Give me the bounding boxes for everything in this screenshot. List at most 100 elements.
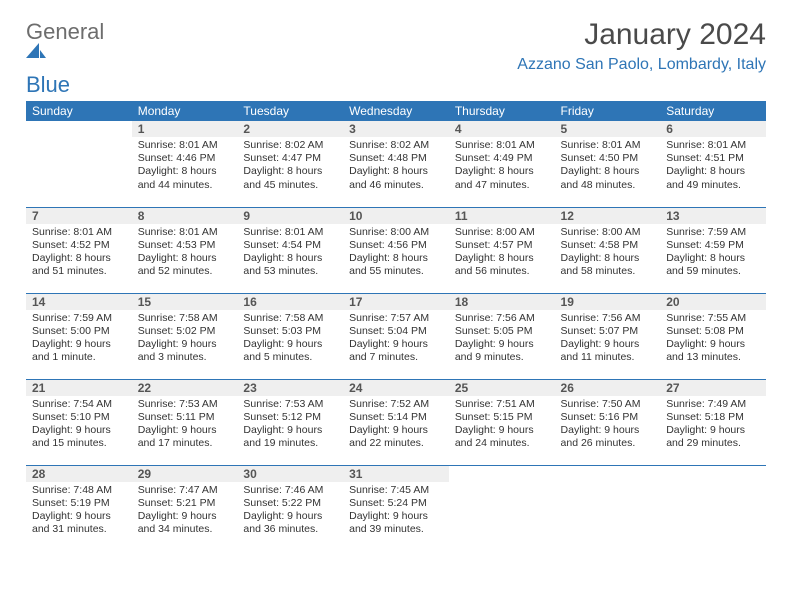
day-number: 11 bbox=[449, 208, 555, 224]
calendar-day-cell: 1Sunrise: 8:01 AMSunset: 4:46 PMDaylight… bbox=[132, 121, 238, 207]
day-number: 18 bbox=[449, 294, 555, 310]
calendar-day-cell: 12Sunrise: 8:00 AMSunset: 4:58 PMDayligh… bbox=[555, 207, 661, 293]
day-number: 1 bbox=[132, 121, 238, 137]
day-number: 28 bbox=[26, 466, 132, 482]
logo: General Blue bbox=[26, 18, 104, 95]
calendar-day-cell: 18Sunrise: 7:56 AMSunset: 5:05 PMDayligh… bbox=[449, 293, 555, 379]
title-block: January 2024 Azzano San Paolo, Lombardy,… bbox=[517, 18, 766, 74]
day-number: 25 bbox=[449, 380, 555, 396]
calendar-day-cell: 10Sunrise: 8:00 AMSunset: 4:56 PMDayligh… bbox=[343, 207, 449, 293]
day-number: 7 bbox=[26, 208, 132, 224]
day-number: 31 bbox=[343, 466, 449, 482]
day-number: 21 bbox=[26, 380, 132, 396]
calendar-day-cell: .. bbox=[555, 465, 661, 551]
logo-sail-icon bbox=[26, 42, 104, 60]
day-number: 24 bbox=[343, 380, 449, 396]
calendar-day-cell: 28Sunrise: 7:48 AMSunset: 5:19 PMDayligh… bbox=[26, 465, 132, 551]
day-number: 27 bbox=[660, 380, 766, 396]
calendar-day-cell: 27Sunrise: 7:49 AMSunset: 5:18 PMDayligh… bbox=[660, 379, 766, 465]
day-number: 30 bbox=[237, 466, 343, 482]
day-details: Sunrise: 7:56 AMSunset: 5:05 PMDaylight:… bbox=[449, 310, 555, 369]
calendar-body: ..1Sunrise: 8:01 AMSunset: 4:46 PMDaylig… bbox=[26, 121, 766, 551]
calendar-day-cell: 4Sunrise: 8:01 AMSunset: 4:49 PMDaylight… bbox=[449, 121, 555, 207]
calendar-day-cell: .. bbox=[660, 465, 766, 551]
weekday-header: Wednesday bbox=[343, 101, 449, 121]
day-number: 29 bbox=[132, 466, 238, 482]
day-details: Sunrise: 7:56 AMSunset: 5:07 PMDaylight:… bbox=[555, 310, 661, 369]
day-number: 15 bbox=[132, 294, 238, 310]
calendar-day-cell: 19Sunrise: 7:56 AMSunset: 5:07 PMDayligh… bbox=[555, 293, 661, 379]
day-number: 26 bbox=[555, 380, 661, 396]
calendar-day-cell: 13Sunrise: 7:59 AMSunset: 4:59 PMDayligh… bbox=[660, 207, 766, 293]
day-details: Sunrise: 8:01 AMSunset: 4:46 PMDaylight:… bbox=[132, 137, 238, 196]
day-details: Sunrise: 7:53 AMSunset: 5:11 PMDaylight:… bbox=[132, 396, 238, 455]
calendar-day-cell: 26Sunrise: 7:50 AMSunset: 5:16 PMDayligh… bbox=[555, 379, 661, 465]
calendar-header-row: SundayMondayTuesdayWednesdayThursdayFrid… bbox=[26, 101, 766, 121]
calendar-week-row: ..1Sunrise: 8:01 AMSunset: 4:46 PMDaylig… bbox=[26, 121, 766, 207]
day-details: Sunrise: 8:02 AMSunset: 4:47 PMDaylight:… bbox=[237, 137, 343, 196]
calendar-day-cell: 7Sunrise: 8:01 AMSunset: 4:52 PMDaylight… bbox=[26, 207, 132, 293]
day-number: 10 bbox=[343, 208, 449, 224]
calendar-day-cell: 22Sunrise: 7:53 AMSunset: 5:11 PMDayligh… bbox=[132, 379, 238, 465]
calendar-day-cell: 30Sunrise: 7:46 AMSunset: 5:22 PMDayligh… bbox=[237, 465, 343, 551]
weekday-header: Saturday bbox=[660, 101, 766, 121]
day-details: Sunrise: 7:57 AMSunset: 5:04 PMDaylight:… bbox=[343, 310, 449, 369]
calendar-week-row: 28Sunrise: 7:48 AMSunset: 5:19 PMDayligh… bbox=[26, 465, 766, 551]
calendar-day-cell: .. bbox=[26, 121, 132, 207]
calendar-day-cell: .. bbox=[449, 465, 555, 551]
day-number: 3 bbox=[343, 121, 449, 137]
day-details: Sunrise: 8:00 AMSunset: 4:56 PMDaylight:… bbox=[343, 224, 449, 283]
day-number: 22 bbox=[132, 380, 238, 396]
day-details: Sunrise: 7:45 AMSunset: 5:24 PMDaylight:… bbox=[343, 482, 449, 541]
location: Azzano San Paolo, Lombardy, Italy bbox=[517, 56, 766, 74]
logo-word-general: General bbox=[26, 19, 104, 44]
calendar-table: SundayMondayTuesdayWednesdayThursdayFrid… bbox=[26, 101, 766, 551]
calendar-week-row: 21Sunrise: 7:54 AMSunset: 5:10 PMDayligh… bbox=[26, 379, 766, 465]
day-number: 12 bbox=[555, 208, 661, 224]
weekday-header: Tuesday bbox=[237, 101, 343, 121]
header: General Blue January 2024 Azzano San Pao… bbox=[26, 18, 766, 95]
day-number: 23 bbox=[237, 380, 343, 396]
day-number: 13 bbox=[660, 208, 766, 224]
day-details: Sunrise: 7:53 AMSunset: 5:12 PMDaylight:… bbox=[237, 396, 343, 455]
day-details: Sunrise: 7:58 AMSunset: 5:02 PMDaylight:… bbox=[132, 310, 238, 369]
weekday-header: Friday bbox=[555, 101, 661, 121]
day-details: Sunrise: 8:01 AMSunset: 4:53 PMDaylight:… bbox=[132, 224, 238, 283]
logo-text: General Blue bbox=[26, 22, 104, 95]
calendar-day-cell: 11Sunrise: 8:00 AMSunset: 4:57 PMDayligh… bbox=[449, 207, 555, 293]
day-number: 9 bbox=[237, 208, 343, 224]
calendar-day-cell: 16Sunrise: 7:58 AMSunset: 5:03 PMDayligh… bbox=[237, 293, 343, 379]
calendar-day-cell: 21Sunrise: 7:54 AMSunset: 5:10 PMDayligh… bbox=[26, 379, 132, 465]
calendar-day-cell: 17Sunrise: 7:57 AMSunset: 5:04 PMDayligh… bbox=[343, 293, 449, 379]
weekday-header: Sunday bbox=[26, 101, 132, 121]
calendar-week-row: 7Sunrise: 8:01 AMSunset: 4:52 PMDaylight… bbox=[26, 207, 766, 293]
day-number: 4 bbox=[449, 121, 555, 137]
day-details: Sunrise: 8:00 AMSunset: 4:57 PMDaylight:… bbox=[449, 224, 555, 283]
weekday-header: Thursday bbox=[449, 101, 555, 121]
day-details: Sunrise: 7:49 AMSunset: 5:18 PMDaylight:… bbox=[660, 396, 766, 455]
calendar-day-cell: 8Sunrise: 8:01 AMSunset: 4:53 PMDaylight… bbox=[132, 207, 238, 293]
day-details: Sunrise: 7:55 AMSunset: 5:08 PMDaylight:… bbox=[660, 310, 766, 369]
day-details: Sunrise: 7:58 AMSunset: 5:03 PMDaylight:… bbox=[237, 310, 343, 369]
day-number: 17 bbox=[343, 294, 449, 310]
day-number: 16 bbox=[237, 294, 343, 310]
calendar-day-cell: 25Sunrise: 7:51 AMSunset: 5:15 PMDayligh… bbox=[449, 379, 555, 465]
day-details: Sunrise: 7:47 AMSunset: 5:21 PMDaylight:… bbox=[132, 482, 238, 541]
day-details: Sunrise: 7:48 AMSunset: 5:19 PMDaylight:… bbox=[26, 482, 132, 541]
calendar-day-cell: 2Sunrise: 8:02 AMSunset: 4:47 PMDaylight… bbox=[237, 121, 343, 207]
day-details: Sunrise: 8:01 AMSunset: 4:49 PMDaylight:… bbox=[449, 137, 555, 196]
day-details: Sunrise: 8:01 AMSunset: 4:54 PMDaylight:… bbox=[237, 224, 343, 283]
day-number: 14 bbox=[26, 294, 132, 310]
day-details: Sunrise: 7:59 AMSunset: 4:59 PMDaylight:… bbox=[660, 224, 766, 283]
calendar-day-cell: 20Sunrise: 7:55 AMSunset: 5:08 PMDayligh… bbox=[660, 293, 766, 379]
day-details: Sunrise: 7:52 AMSunset: 5:14 PMDaylight:… bbox=[343, 396, 449, 455]
day-details: Sunrise: 8:01 AMSunset: 4:50 PMDaylight:… bbox=[555, 137, 661, 196]
calendar-day-cell: 24Sunrise: 7:52 AMSunset: 5:14 PMDayligh… bbox=[343, 379, 449, 465]
calendar-day-cell: 9Sunrise: 8:01 AMSunset: 4:54 PMDaylight… bbox=[237, 207, 343, 293]
day-number: 20 bbox=[660, 294, 766, 310]
day-number: 8 bbox=[132, 208, 238, 224]
day-number: 5 bbox=[555, 121, 661, 137]
day-details: Sunrise: 7:46 AMSunset: 5:22 PMDaylight:… bbox=[237, 482, 343, 541]
day-details: Sunrise: 7:51 AMSunset: 5:15 PMDaylight:… bbox=[449, 396, 555, 455]
logo-word-blue: Blue bbox=[26, 72, 70, 97]
